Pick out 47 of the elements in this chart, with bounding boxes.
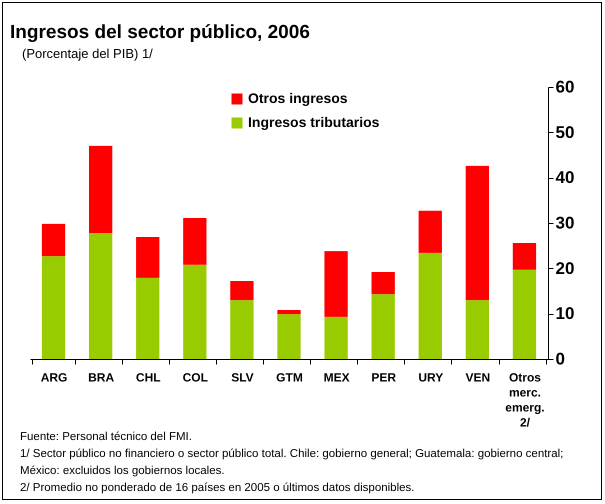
bar xyxy=(372,294,395,359)
x-tick-label: COL xyxy=(182,370,208,384)
y-tick-label: 60 xyxy=(556,78,574,96)
text: 1/ Sector público no financiero o sector público total. Chile: gobierno general; Guatemala: gobierno central; México: excluidos los gobiernos locales. xyxy=(20,447,564,479)
bar xyxy=(136,237,160,278)
bar xyxy=(277,314,301,359)
bar xyxy=(230,300,254,359)
x-tick-label: ARG xyxy=(40,370,68,384)
bar xyxy=(466,166,490,300)
x-tick-label: MEX xyxy=(324,370,350,384)
y-tick-label: 30 xyxy=(556,214,574,232)
bar xyxy=(88,232,112,359)
chart-title: Ingresos del sector público, 2006 xyxy=(10,22,310,44)
bar xyxy=(42,224,66,256)
bar xyxy=(324,316,348,359)
bar xyxy=(230,281,254,300)
x-tick-label: CHL xyxy=(136,370,161,384)
bar xyxy=(42,256,66,359)
y-tick-label: 20 xyxy=(556,258,574,278)
bar xyxy=(372,272,395,294)
x-tick-label: URY xyxy=(418,370,444,384)
y-tick-label: 40 xyxy=(556,168,574,188)
x-tick-label: Otros merc. emerg. 2/ xyxy=(505,370,545,430)
legend-label: Otros ingresos xyxy=(248,90,348,106)
x-tick-label: BRA xyxy=(88,370,114,384)
x-tick-label: PER xyxy=(371,370,396,384)
bar xyxy=(418,252,442,359)
bar xyxy=(183,264,206,359)
y-tick-label: 50 xyxy=(556,122,574,142)
bar xyxy=(512,270,536,359)
bar xyxy=(277,310,301,314)
text: 2/ Promedio no ponderado de 16 países en 2005 o últimos datos disponibles. xyxy=(20,481,416,496)
bar xyxy=(88,146,112,233)
chart-subtitle: (Porcentaje del PIB) 1/ xyxy=(22,46,153,61)
y-tick-label: 10 xyxy=(556,304,574,324)
bar xyxy=(183,218,206,265)
bar xyxy=(512,242,536,270)
bar xyxy=(466,300,490,359)
bar xyxy=(324,251,348,317)
bar xyxy=(418,210,442,253)
y-tick-label: 0 xyxy=(556,350,565,368)
source-note: Fuente: Personal técnico del FMI. xyxy=(20,430,193,445)
x-tick-label: VEN xyxy=(466,370,490,384)
bar xyxy=(136,278,160,359)
x-tick-label: GTM xyxy=(276,370,303,384)
x-tick-label: SLV xyxy=(231,370,254,384)
legend-label: Ingresos tributarios xyxy=(248,114,380,130)
